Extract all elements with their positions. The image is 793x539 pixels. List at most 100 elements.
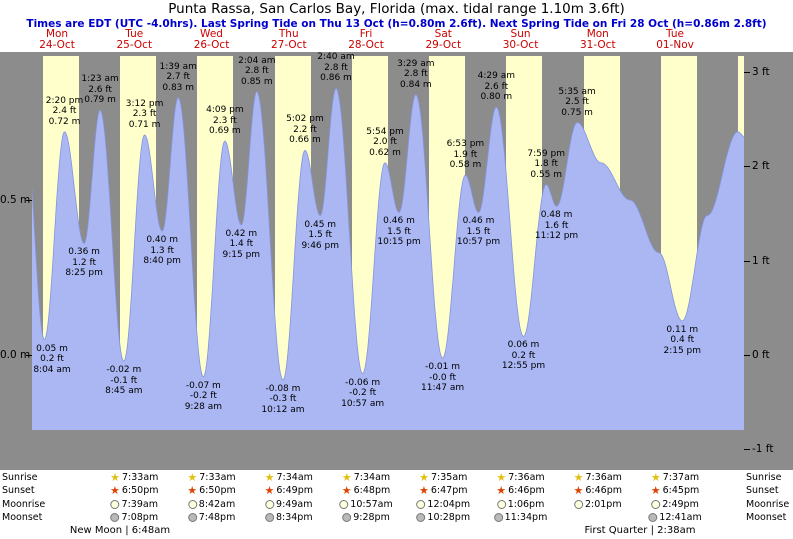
moonrise-circle-icon [339,499,349,509]
day-header: Wed 26-Oct [194,29,230,51]
sunset-time: 6:47pm [430,485,468,496]
tide-label-line: 0.80 m [480,92,513,102]
tide-label-line: -0.3 ft [269,394,297,405]
tide-label-line: 0.2 ft [511,350,536,361]
sunset-star-icon: ★ [187,484,198,497]
tide-label-line: -0.1 ft [110,375,138,386]
tide-label-line: 2.4 ft [52,106,77,117]
tide-label-line: 9:15 pm [222,249,261,260]
moonset-time: 7:48pm [198,512,236,523]
moonrise-circle-icon [110,499,120,509]
moonrise-row: Moonrise Moonrise 7:39am 8:42am 9:49am 10:57a… [0,499,793,512]
sunrise-star-icon: ★ [419,471,429,484]
tide-low-label: 0.48 m 1.6 ft 11:12 pm [535,210,578,242]
tide-low-label: 0.45 m 1.5 ft 9:46 pm [301,220,339,252]
tide-high-label: 6:53 pm 1.9 ft 0.58 m [447,139,485,171]
moonrise-label-left: Moonrise [2,498,46,510]
tide-label-line: 2.8 ft [244,66,269,76]
tide-label-line: 2.8 ft [403,69,428,80]
tide-label-line: 2.5 ft [565,97,589,107]
tide-low-label: -0.07 m -0.2 ft 9:28 am [185,381,222,413]
first-quarter-note: First Quarter | 2:38am [584,525,696,536]
day-date: 24-Oct [39,39,75,51]
moonrise-entry: 2:01pm [573,499,622,510]
tide-label-line: 0.40 m [146,235,178,245]
tide-label-line: 0.05 m [36,343,68,354]
tide-label-line: 0.79 m [84,95,116,106]
sunrise-label-left: Sunrise [2,472,38,483]
tide-label-line: 0.83 m [162,82,195,93]
tide-label-line: 0.36 m [68,247,100,258]
day-date: 26-Oct [193,39,230,51]
sunrise-entry: ★ 7:36am [496,472,544,483]
sunset-star-icon: ★ [264,484,275,497]
sunset-entry: ★ 6:46pm [574,485,623,496]
tide-label-line: 0.69 m [209,126,241,137]
y-axis-tick-right [744,260,750,262]
tide-label-line: 2.6 ft [484,81,509,92]
tide-label-line: 1.5 ft [466,226,491,237]
sunrise-time: 7:33am [199,472,236,483]
tide-label-line: 11:12 pm [534,231,579,242]
tide-low-label: 0.46 m 1.5 ft 10:15 pm [377,216,420,248]
tide-low-label: 0.05 m 0.2 ft 8:04 am [33,344,70,376]
moonset-time: 7:08pm [121,512,159,523]
tide-low-label: 0.36 m 1.2 ft 8:25 pm [65,247,103,279]
sunrise-entry: ★ 7:33am [110,472,158,483]
moonrise-time: 2:49pm [662,498,699,510]
tide-label-line: 0.58 m [449,160,482,171]
sunset-time: 6:46pm [508,485,545,496]
tide-label-line: 1.4 ft [229,239,254,250]
moonset-time: 9:28pm [353,512,390,523]
moonrise-time: 8:42am [198,498,236,510]
tide-label-line: 10:12 am [261,404,305,415]
moonset-time: 11:34pm [504,512,548,523]
tide-curve-outline [31,87,745,381]
day-name: Mon [45,28,69,40]
tide-label-line: 10:57 am [341,398,385,409]
moonset-circle-icon [648,513,658,522]
tide-label-line: 0.2 ft [40,354,64,364]
sunset-entry: ★ 6:49pm [265,485,314,496]
moonset-entry: 7:08pm [110,512,158,523]
tide-label-line: 1.5 ft [387,226,411,237]
tide-chart-area: 0.05 m 0.2 ft 8:04 am 2:20 pm 2.4 ft 0.72 m 0.… [0,52,793,470]
tide-high-label: 2:04 am 2.8 ft 0.85 m [238,56,275,88]
moonset-circle-icon [264,513,274,522]
y-axis-tick-right [744,71,750,73]
moonrise-time: 7:39am [121,498,158,510]
day-date: 27-Oct [270,39,307,51]
tide-high-label: 3:29 am 2.8 ft 0.84 m [397,59,434,91]
tide-label-line: 12:55 pm [501,361,546,372]
tide-high-label: 4:29 am 2.6 ft 0.80 m [478,71,515,103]
tide-low-label: -0.01 m -0.0 ft 11:47 am [421,362,464,394]
chart-header: Punta Rassa, San Carlos Bay, Florida (ma… [0,0,793,52]
day-name: Sun [510,28,531,40]
tide-high-label: 5:54 pm 2.0 ft 0.62 m [366,127,404,159]
tide-high-label: 2:20 pm 2.4 ft 0.72 m [46,96,84,128]
moonrise-circle-icon [573,499,583,509]
tide-label-line: 0.45 m [304,219,337,230]
day-header: Thu 27-Oct [271,29,307,51]
moonset-circle-icon [187,513,197,522]
sunset-row: Sunset Sunset ★ 6:50pm ★ 6:50pm ★ 6:49pm ★ 6:48pm… [0,485,793,498]
tide-label-line: -0.08 m [265,383,301,394]
tide-label-line: 0.46 m [462,216,495,227]
moonrise-circle-icon [265,499,275,509]
sunset-star-icon: ★ [341,484,352,497]
day-name: Mon [586,28,609,40]
tide-label-line: 9:28 am [184,401,223,412]
y-axis-label-right: 3 ft [752,65,770,78]
moonset-time: 12:41am [659,512,702,523]
tide-label-line: -0.01 m [425,362,461,373]
sunset-label-left: Sunset [2,485,35,496]
tide-label-line: 2.6 ft [88,84,112,95]
day-name: Fri [359,28,373,40]
tide-label-line: 0.72 m [48,116,81,127]
tide-label-line: 2:20 pm [45,95,84,106]
tide-low-label: 0.46 m 1.5 ft 10:57 pm [457,216,500,248]
sunrise-row: Sunrise Sunrise ★ 7:33am ★ 7:33am ★ 7:34am ★ 7:34… [0,472,793,485]
tide-label-line: 0.84 m [400,79,432,90]
tide-high-label: 1:23 am 2.6 ft 0.79 m [81,74,118,106]
moonrise-entry: 9:49am [265,499,312,510]
